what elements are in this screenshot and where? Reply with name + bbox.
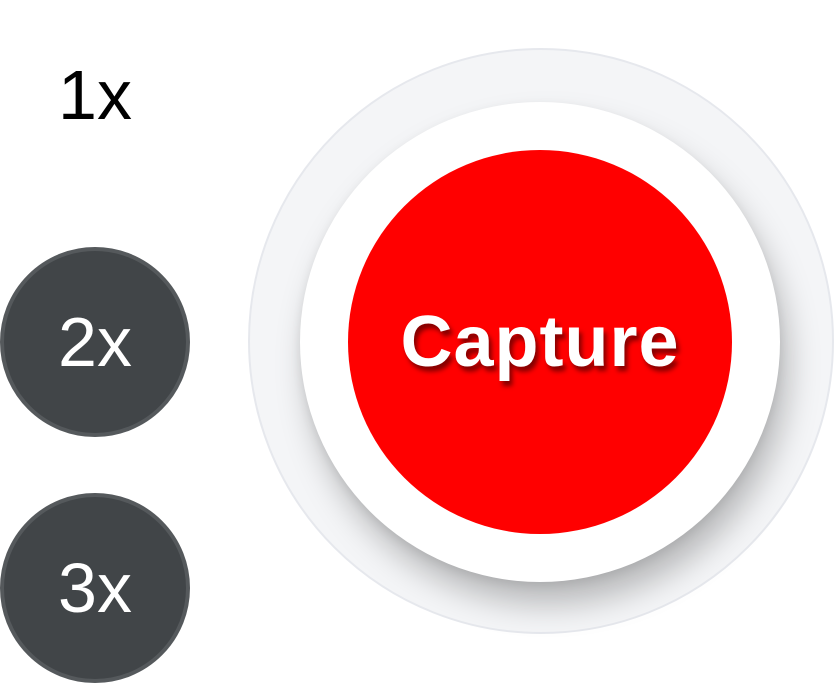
zoom-3x-button[interactable]: 3x: [0, 493, 190, 683]
capture-label: Capture: [400, 302, 680, 382]
zoom-2x-button[interactable]: 2x: [0, 247, 190, 437]
zoom-1x-button[interactable]: 1x: [58, 56, 132, 134]
capture-button[interactable]: Capture: [348, 150, 732, 534]
